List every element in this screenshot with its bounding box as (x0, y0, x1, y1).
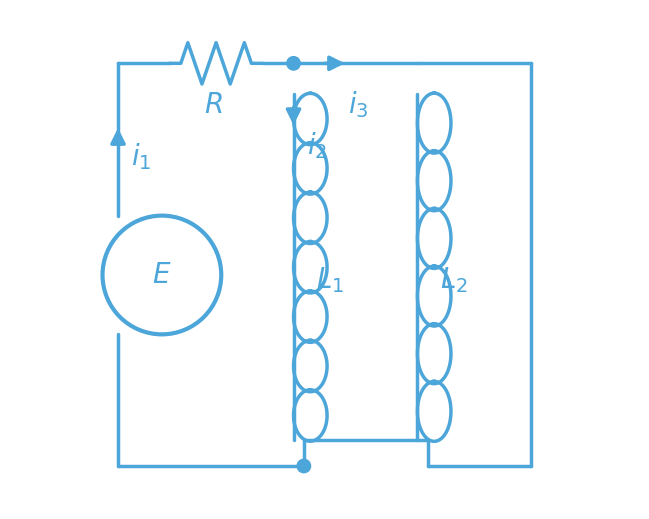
Text: $R$: $R$ (204, 91, 223, 119)
Text: $L_2$: $L_2$ (439, 265, 467, 295)
Circle shape (297, 459, 311, 473)
Text: $i_3$: $i_3$ (348, 89, 369, 120)
Circle shape (287, 57, 300, 70)
Text: $i_2$: $i_2$ (307, 131, 327, 161)
Text: $i_1$: $i_1$ (131, 141, 151, 172)
Text: $L_1$: $L_1$ (315, 265, 344, 295)
Text: $E$: $E$ (152, 261, 171, 289)
